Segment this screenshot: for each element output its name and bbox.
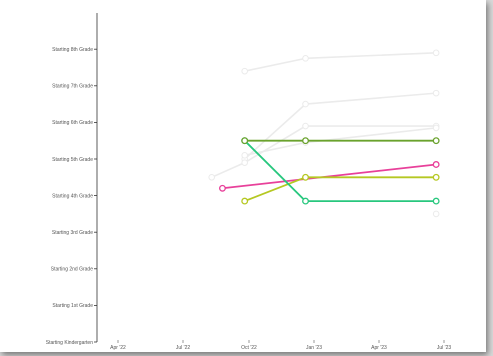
axes: Starting Kindergarten Starting 1st Grade S… — [46, 13, 452, 351]
y-tick-label: Starting 6th Grade — [52, 120, 93, 126]
y-tick-label: Starting 5th Grade — [52, 157, 93, 163]
faded-data-point — [432, 210, 440, 218]
y-tick-label: Starting 4th Grade — [52, 193, 93, 199]
data-point — [432, 161, 440, 168]
faded-data-point — [432, 124, 440, 132]
faded-data-point — [302, 100, 309, 108]
data-point — [432, 137, 440, 145]
faded-series-group — [208, 49, 440, 218]
data-point — [302, 137, 309, 145]
y-tick-label: Starting 1st Grade — [52, 303, 93, 309]
chart-card: Starting Kindergarten Starting 1st Grade S… — [0, 0, 486, 352]
data-point — [219, 184, 226, 192]
series-line — [221, 163, 438, 190]
x-tick-label: Apr '22 — [110, 345, 126, 351]
x-tick-label: Apr '23 — [371, 345, 387, 351]
data-point — [241, 137, 249, 145]
y-tick-label: Starting 3rd Grade — [52, 230, 93, 236]
y-tick-label: Starting Kindergarten — [46, 340, 93, 346]
data-point — [241, 197, 249, 205]
faded-series-line — [243, 52, 437, 72]
x-tick-label: Jul '22 — [176, 345, 191, 351]
series-line — [243, 176, 438, 202]
grade-level-chart: Starting Kindergarten Starting 1st Grade S… — [46, 13, 452, 351]
data-point — [302, 197, 309, 205]
faded-data-point — [432, 89, 440, 97]
data-point — [432, 173, 440, 181]
highlighted-series-group — [219, 137, 440, 205]
data-point — [302, 173, 309, 181]
y-tick-label: Starting 2nd Grade — [51, 267, 93, 273]
data-point — [432, 197, 440, 205]
faded-series-line — [210, 125, 437, 179]
faded-data-point — [241, 67, 248, 75]
faded-data-point — [208, 174, 215, 181]
x-tick-label: Oct '22 — [241, 345, 257, 351]
x-tick-label: Jul '23 — [437, 345, 452, 351]
faded-data-point — [241, 152, 248, 159]
faded-data-point — [432, 49, 440, 57]
x-tick-label: Jan '23 — [306, 345, 322, 351]
faded-data-point — [302, 55, 309, 62]
faded-data-point — [241, 159, 248, 166]
faded-data-point — [302, 122, 309, 130]
y-tick-label: Starting 8th Grade — [52, 47, 93, 53]
y-tick-label: Starting 7th Grade — [52, 84, 93, 90]
